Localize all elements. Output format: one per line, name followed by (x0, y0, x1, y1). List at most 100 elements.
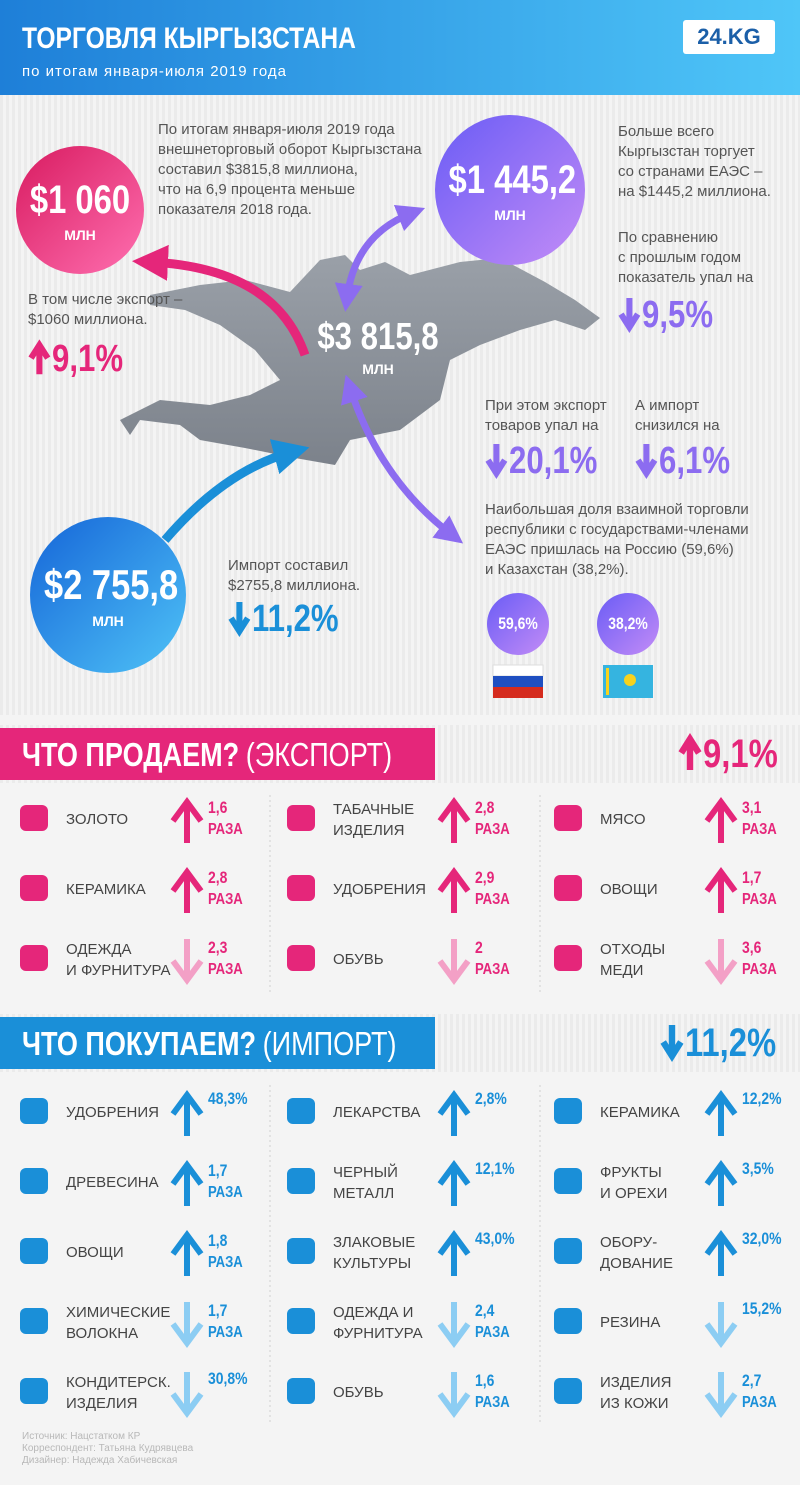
item-unit: РАЗА (742, 821, 777, 838)
page-subtitle: по итогам января-июля 2019 года (22, 63, 287, 80)
item-name: ИЗДЕЛИЯ (333, 822, 405, 839)
item-name: ДРЕВЕСИНА (66, 1174, 159, 1191)
item-name: ЛЕКАРСТВА (333, 1104, 421, 1121)
item-value: 2 (475, 938, 483, 957)
partners-text: Наибольшая доля взаимной торговли (485, 501, 749, 518)
item-name: УДОБРЕНИЯ (333, 881, 426, 898)
share-circle (597, 593, 659, 655)
item-name: ОДЕЖДА (66, 941, 132, 958)
arrow-icon (437, 796, 471, 843)
value-circle (16, 146, 144, 274)
item-value: 2,7 (742, 1371, 762, 1390)
item-unit: РАЗА (208, 821, 243, 838)
item-icon (554, 1098, 582, 1124)
item-value: 1,7 (208, 1301, 228, 1320)
map (120, 255, 600, 465)
item-icon (287, 805, 315, 831)
eaeu-import-text: А импорт (635, 397, 700, 414)
arrow-icon (678, 732, 702, 770)
item-unit: РАЗА (208, 1254, 243, 1271)
change-value: 20,1% (508, 440, 597, 482)
item-value: 2,3 (208, 938, 228, 957)
item-unit: РАЗА (742, 1394, 777, 1411)
item-unit: РАЗА (208, 891, 243, 908)
eaeu-text: на $1445,2 миллиона. (618, 183, 771, 200)
item-value: 1,7 (208, 1161, 228, 1180)
page-title: ТОРГОВЛЯ КЫРГЫЗСТАНА (22, 22, 356, 55)
import-text: $2755,8 миллиона. (228, 577, 361, 594)
credit: Дизайнер: Надежда Хабичевская (22, 1455, 178, 1466)
item-name: ФУРНИТУРА (333, 1325, 423, 1342)
header-background (0, 0, 800, 95)
item-name: ОБУВЬ (333, 951, 384, 968)
item-name: ОДЕЖДА И (333, 1304, 414, 1321)
arrow-icon (660, 1025, 684, 1063)
map-value: $3 815,8 (317, 316, 439, 358)
section-title-main: ЧТО ПРОДАЕМ? (22, 736, 240, 773)
comparison-text: показатель упал на (618, 269, 754, 286)
item-name: И ОРЕХИ (600, 1185, 668, 1202)
value-circle (435, 115, 585, 265)
item-unit: РАЗА (475, 821, 510, 838)
item-icon (287, 1238, 315, 1264)
arrow-icon (704, 1229, 738, 1276)
item-value: 2,4 (475, 1301, 495, 1320)
item-value: 1,7 (742, 868, 762, 887)
arrow-icon (437, 1302, 471, 1349)
item-name: ОБОРУ- (600, 1234, 658, 1251)
section-bar (0, 1017, 435, 1069)
arrow-icon (437, 1229, 471, 1276)
item-icon (554, 1378, 582, 1404)
item-unit: РАЗА (475, 1324, 510, 1341)
item-name: ЗОЛОТО (66, 811, 129, 828)
arrow-icon (170, 1302, 204, 1349)
item-name: ДОВАНИЕ (600, 1255, 673, 1272)
arrow-icon (437, 1159, 471, 1206)
item-value: 1,6 (475, 1371, 495, 1390)
item-value: 48,3% (208, 1089, 248, 1108)
item-name: ФРУКТЫ (600, 1164, 662, 1181)
arrow-icon (704, 1159, 738, 1206)
item-icon (287, 1308, 315, 1334)
arrow-icon (437, 866, 471, 913)
item-name: И ФУРНИТУРА (66, 962, 171, 979)
arrow-icon (635, 444, 658, 479)
item-value: 12,2% (742, 1089, 782, 1108)
arrow-icon (704, 1302, 738, 1349)
arrow-icon (437, 939, 471, 986)
logo-box (683, 20, 775, 54)
arrow-icon (618, 298, 641, 333)
eaeu-import-text: снизился на (635, 417, 720, 434)
item-icon (20, 1308, 48, 1334)
partners-text: ЕАЭС пришлась на Россию (59,6%) (485, 541, 734, 558)
eaeu-text: Кыргызстан торгует (618, 143, 755, 160)
item-value: 32,0% (742, 1229, 782, 1248)
arrow-icon (704, 866, 738, 913)
arrow-icon (28, 339, 51, 375)
share-circle (487, 593, 549, 655)
item-unit: РАЗА (742, 891, 777, 908)
section-title-main: ЧТО ПОКУПАЕМ? (22, 1025, 257, 1062)
change-value: 6,1% (658, 440, 730, 482)
item-value: 2,8% (475, 1089, 507, 1108)
import-text: Импорт составил (228, 557, 349, 574)
item-value: 43,0% (475, 1229, 515, 1248)
share-value: 38,2% (608, 614, 648, 633)
section-bar (0, 728, 435, 780)
change-value: 9,1% (702, 732, 778, 776)
intro-text: составил $3815,8 миллиона, (158, 161, 358, 178)
arrow-icon (437, 1089, 471, 1136)
item-name: РЕЗИНА (600, 1314, 661, 1331)
item-name: МЕТАЛЛ (333, 1185, 395, 1202)
value-circle (30, 517, 186, 673)
item-icon (287, 1168, 315, 1194)
item-icon (554, 805, 582, 831)
intro-text: что на 6,9 процента меньше (158, 181, 356, 198)
item-value: 3,5% (742, 1159, 774, 1178)
item-icon (554, 1168, 582, 1194)
item-icon (20, 1168, 48, 1194)
item-value: 3,6 (742, 938, 762, 957)
circle-value: $1 060 (29, 178, 131, 222)
